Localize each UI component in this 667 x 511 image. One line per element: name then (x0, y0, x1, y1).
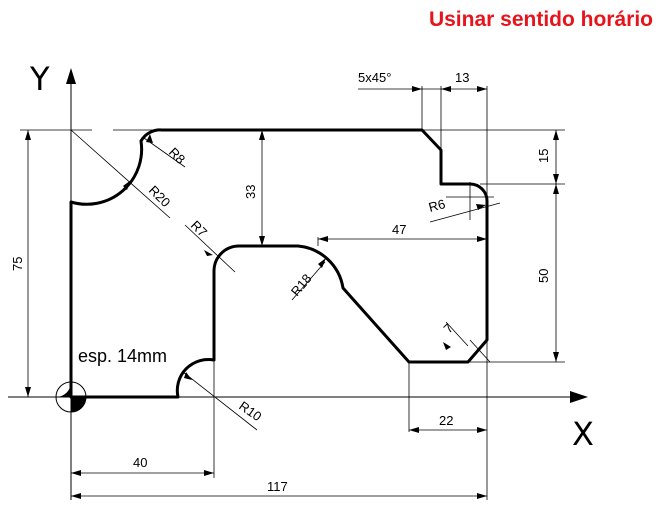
dim-50: 50 (536, 269, 551, 283)
radius-r18: R18 (288, 271, 315, 299)
dim-22: 22 (439, 413, 453, 428)
page-title: Usinar sentido horário (429, 8, 653, 31)
dim-47: 47 (392, 222, 406, 237)
radius-r6: R6 (427, 196, 447, 215)
dimension-lines (25, 86, 559, 499)
radius-r8: R8 (166, 145, 188, 167)
dim-13: 13 (455, 70, 469, 85)
dim-75: 75 (10, 257, 25, 271)
radius-r7: R7 (188, 218, 210, 240)
dim-chamfer-5x45: 5x45° (358, 70, 391, 85)
radius-r10: R10 (236, 398, 264, 424)
x-axis-arrow (570, 391, 588, 403)
thickness-note: esp. 14mm (78, 346, 167, 366)
dim-15: 15 (536, 149, 551, 163)
part-outline (69, 128, 489, 399)
x-axis-label: X (572, 415, 594, 453)
radius-r20: R20 (146, 183, 173, 210)
dim-117: 117 (267, 479, 288, 494)
y-axis-label: Y (29, 60, 50, 98)
dim-33: 33 (243, 185, 258, 199)
dim-chamfer-7: 7 (441, 320, 457, 336)
dim-40: 40 (133, 455, 147, 470)
y-axis-arrow (66, 68, 76, 84)
